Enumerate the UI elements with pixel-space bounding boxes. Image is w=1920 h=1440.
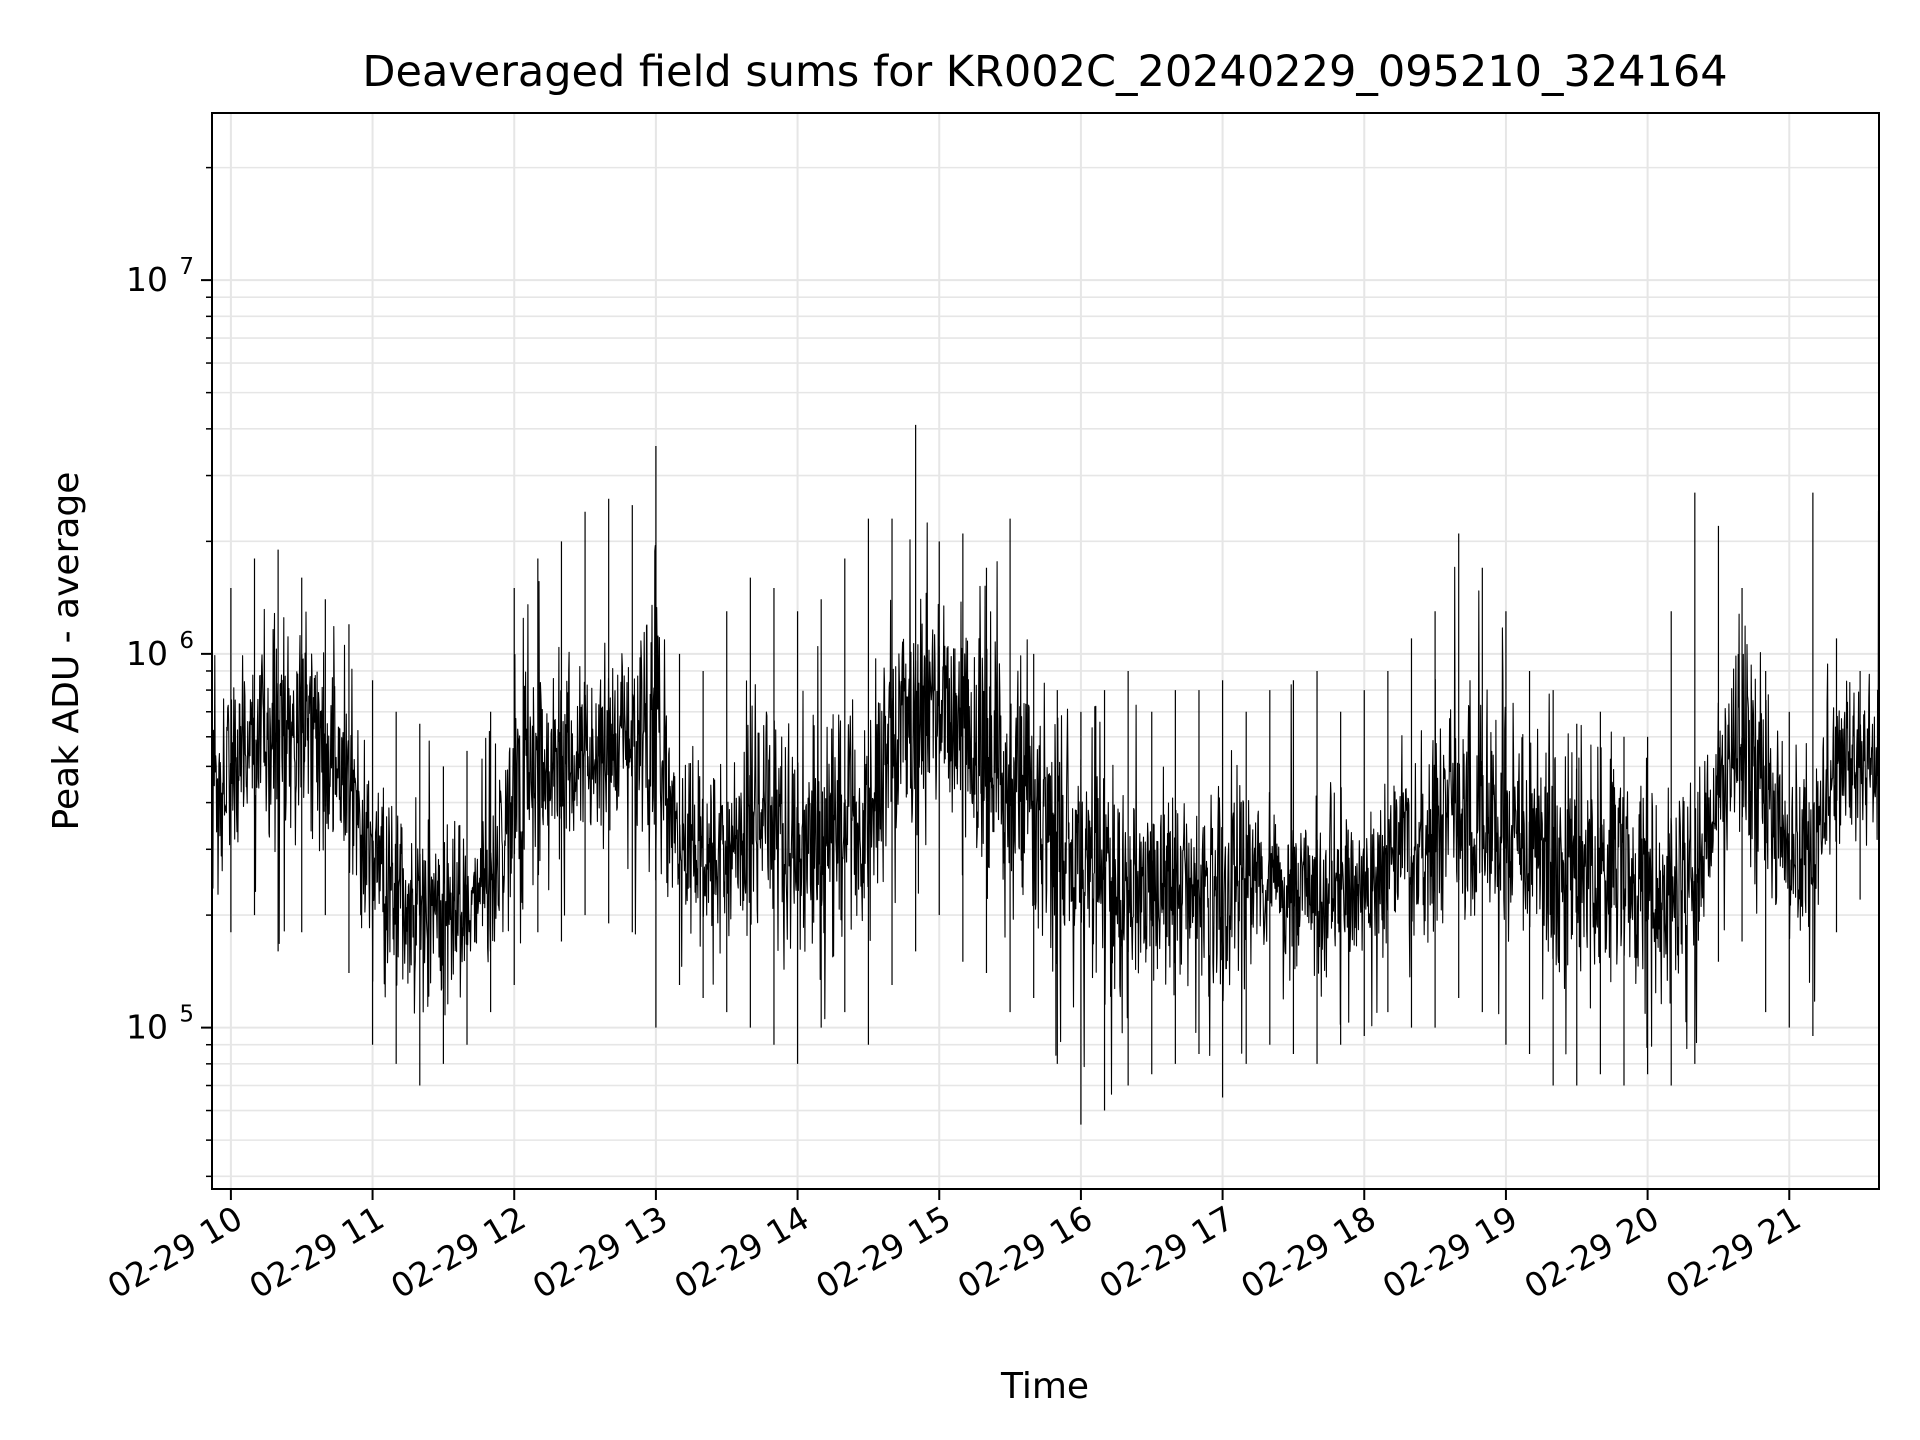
y-tick-label: 10 xyxy=(126,634,168,673)
plot-frame xyxy=(211,112,1880,1190)
chart-title: Deaveraged field sums for KR002C_2024022… xyxy=(362,47,1727,97)
y-tick-label: 10 xyxy=(126,1008,168,1047)
series-line xyxy=(211,510,1880,1095)
y-tick-label: 10 xyxy=(126,260,168,299)
y-tick-label-exponent: 6 xyxy=(179,628,194,654)
y-axis-label: Peak ADU - average xyxy=(46,472,87,831)
y-tick-label-exponent: 7 xyxy=(179,254,194,280)
y-axis: 10 5 10 6 10 7 xyxy=(126,166,212,1178)
x-axis-label: Time xyxy=(1000,1366,1089,1407)
series-layer xyxy=(211,152,1880,1125)
y-tick-label-exponent: 5 xyxy=(179,1002,194,1028)
